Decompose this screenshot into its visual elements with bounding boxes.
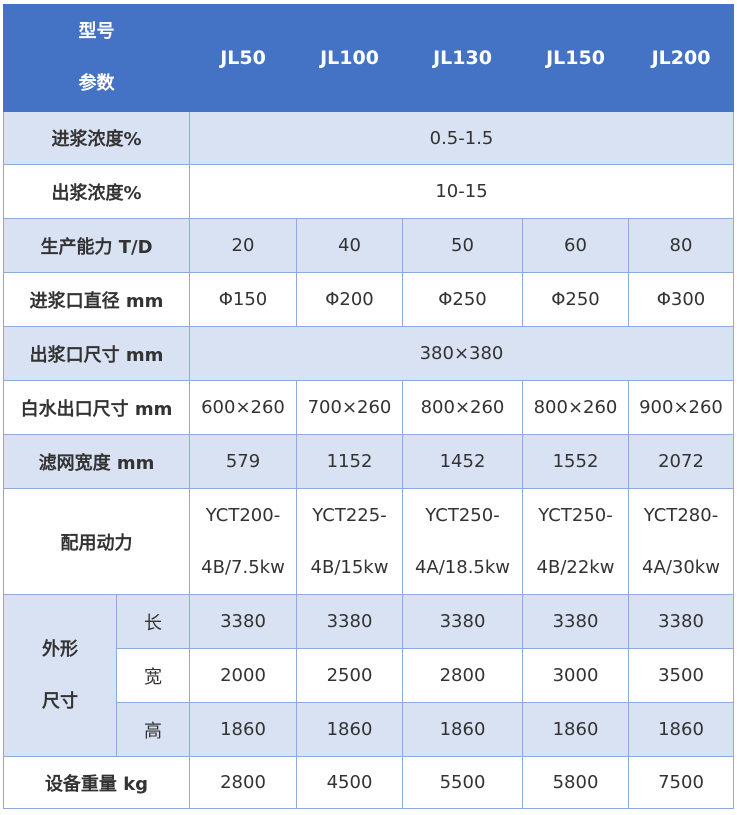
cell: YCT250- 4B/22kw xyxy=(522,488,629,595)
row-label: 滤网宽度 mm xyxy=(3,434,190,489)
cell: 80 xyxy=(628,218,734,273)
cell: 900×260 xyxy=(628,380,734,435)
cell-line: 4A/30kw xyxy=(642,556,720,578)
cell: 2800 xyxy=(189,756,297,809)
cell: 700×260 xyxy=(296,380,403,435)
cell: 2500 xyxy=(296,648,403,703)
cell: 5500 xyxy=(402,756,523,809)
dims-label-line: 尺寸 xyxy=(42,690,78,712)
row-capacity: 生产能力 T/D 20 40 50 60 80 xyxy=(3,218,734,273)
cell-line: 4B/15kw xyxy=(310,556,389,578)
row-length: 外形尺寸 长 3380 3380 3380 3380 3380 xyxy=(3,594,734,757)
cell: Φ250 xyxy=(522,272,629,327)
row-label: 生产能力 T/D xyxy=(3,218,190,273)
cell-line: 4B/7.5kw xyxy=(201,556,285,578)
cell: 1860 xyxy=(522,702,629,757)
cell: 1452 xyxy=(402,434,523,489)
cell: YCT225- 4B/15kw xyxy=(296,488,403,595)
cell: YCT200- 4B/7.5kw xyxy=(189,488,297,595)
row-width: 宽 2000 2500 2800 3000 3500 xyxy=(4,648,734,703)
model-header: JL150 xyxy=(522,4,629,112)
row-height: 高 1860 1860 1860 1860 1860 xyxy=(4,702,734,757)
cell: 1552 xyxy=(522,434,629,489)
cell: 3000 xyxy=(522,648,629,703)
sub-label: 高 xyxy=(116,702,190,757)
cell: 60 xyxy=(522,218,629,273)
cell: 1860 xyxy=(296,702,403,757)
row-label: 进浆口直径 mm xyxy=(3,272,190,327)
row-out-conc: 出浆浓度% 10-15 xyxy=(3,164,734,219)
cell: 2800 xyxy=(402,648,523,703)
cell: 10-15 xyxy=(189,164,734,219)
row-label: 白水出口尺寸 mm xyxy=(3,380,190,435)
cell: 579 xyxy=(189,434,297,489)
cell: Φ250 xyxy=(402,272,523,327)
cell: 2000 xyxy=(189,648,297,703)
cell: Φ200 xyxy=(296,272,403,327)
row-screen: 滤网宽度 mm 579 1152 1452 1552 2072 xyxy=(3,434,734,489)
model-header: JL50 xyxy=(189,4,297,112)
cell: 600×260 xyxy=(189,380,297,435)
cell: 3380 xyxy=(522,594,629,649)
cell-line: YCT250- xyxy=(425,504,500,526)
cell: 7500 xyxy=(628,756,734,809)
row-outlet: 出浆口尺寸 mm 380×380 xyxy=(3,326,734,381)
cell: 50 xyxy=(402,218,523,273)
cell: Φ300 xyxy=(628,272,734,327)
param-label: 参数 xyxy=(78,73,115,94)
cell-line: YCT280- xyxy=(643,504,719,526)
cell: 800×260 xyxy=(402,380,523,435)
row-label: 设备重量 kg xyxy=(3,756,190,809)
cell: 20 xyxy=(189,218,297,273)
sub-label: 宽 xyxy=(116,648,190,703)
cell: 2072 xyxy=(628,434,734,489)
cell: YCT250- 4A/18.5kw xyxy=(402,488,523,595)
cell: 0.5-1.5 xyxy=(189,111,734,165)
cell: 1860 xyxy=(628,702,734,757)
model-header: JL100 xyxy=(296,4,403,112)
cell: 5800 xyxy=(522,756,629,809)
model-header: JL200 xyxy=(628,4,734,112)
cell: 4500 xyxy=(296,756,403,809)
cell: 1860 xyxy=(402,702,523,757)
row-label: 出浆浓度% xyxy=(3,164,190,219)
cell: YCT280- 4A/30kw xyxy=(628,488,734,595)
spec-table: 型号参数 JL50 JL100 JL130 JL150 JL200 进浆浓度% … xyxy=(3,4,734,809)
cell: 3380 xyxy=(402,594,523,649)
cell-line: YCT200- xyxy=(205,504,281,526)
header-corner: 型号 参数 xyxy=(3,4,190,112)
row-label: 配用动力 xyxy=(3,488,190,595)
cell: 380×380 xyxy=(189,326,734,381)
row-in-conc: 进浆浓度% 0.5-1.5 xyxy=(3,111,734,165)
model-header: JL130 xyxy=(402,4,523,112)
cell: 800×260 xyxy=(522,380,629,435)
cell-line: 4A/18.5kw xyxy=(414,556,511,578)
cell: 3380 xyxy=(189,594,297,649)
cell: 3380 xyxy=(296,594,403,649)
cell: 3500 xyxy=(628,648,734,703)
cell-line: YCT225- xyxy=(312,504,387,526)
sub-label: 长 xyxy=(116,594,190,649)
row-weight: 设备重量 kg 2800 4500 5500 5800 7500 xyxy=(3,756,734,809)
cell-line: YCT250- xyxy=(538,504,613,526)
dims-label-line: 外形 xyxy=(42,638,78,660)
dims-label: 外形 尺寸 xyxy=(3,594,117,757)
cell: Φ150 xyxy=(189,272,297,327)
row-label: 进浆浓度% xyxy=(3,111,190,165)
cell: 1152 xyxy=(296,434,403,489)
cell: 3380 xyxy=(628,594,734,649)
cell: 40 xyxy=(296,218,403,273)
row-white-water: 白水出口尺寸 mm 600×260 700×260 800×260 800×26… xyxy=(3,380,734,435)
row-power: 配用动力 YCT200- 4B/7.5kw YCT225- 4B/15kw YCT2… xyxy=(3,488,734,595)
row-label: 出浆口尺寸 mm xyxy=(3,326,190,381)
cell-line: 4B/22kw xyxy=(536,556,615,578)
row-inlet: 进浆口直径 mm Φ150 Φ200 Φ250 Φ250 Φ300 xyxy=(3,272,734,327)
model-label: 型号 xyxy=(78,21,115,42)
header-row: 型号参数 JL50 JL100 JL130 JL150 JL200 xyxy=(3,4,734,112)
cell: 1860 xyxy=(189,702,297,757)
